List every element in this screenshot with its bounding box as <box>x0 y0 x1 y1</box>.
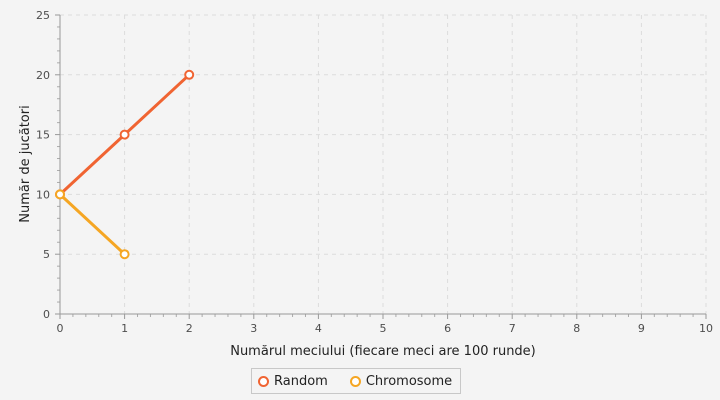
data-point-chromosome <box>55 189 65 200</box>
data-point-chromosome <box>119 249 130 260</box>
x-tick-label: 8 <box>573 322 580 335</box>
x-tick-label: 1 <box>121 322 128 335</box>
x-tick-label: 6 <box>444 322 451 335</box>
chart-legend: Random Chromosome <box>251 368 462 394</box>
legend-label-random: Random <box>274 373 328 389</box>
x-tick-label: 4 <box>315 322 322 335</box>
data-point-random <box>119 129 130 140</box>
y-tick-label: 10 <box>36 188 50 201</box>
y-tick-label: 20 <box>36 69 50 82</box>
x-axis-title: Numărul meciului (fiecare meci are 100 r… <box>230 344 536 359</box>
data-point-random <box>184 69 195 80</box>
legend-item-chromosome: Chromosome <box>349 373 453 389</box>
x-tick-label: 3 <box>250 322 257 335</box>
legend-item-random: Random <box>258 374 328 389</box>
series-line-chromosome <box>58 192 127 256</box>
x-tick-label: 0 <box>57 322 64 335</box>
series-lines <box>55 69 195 260</box>
y-tick-label: 15 <box>36 129 50 142</box>
x-tick-label: 10 <box>699 322 713 335</box>
legend-marker-chromosome <box>349 375 361 387</box>
axes: 0 1 2 3 4 5 6 7 8 9 10 0 5 10 15 20 25 <box>36 9 713 335</box>
y-tick-label: 0 <box>43 308 50 321</box>
legend-label-chromosome: Chromosome <box>365 373 453 389</box>
y-tick-label: 5 <box>43 248 50 261</box>
grid-lines <box>60 14 707 314</box>
legend-marker-random <box>258 375 269 387</box>
line-chart: 0 1 2 3 4 5 6 7 8 9 10 0 5 10 15 20 25 Numărul meciului … <box>18 9 713 359</box>
y-tick-label: 25 <box>36 9 50 22</box>
x-tick-label: 2 <box>186 322 193 335</box>
x-tick-label: 7 <box>509 322 516 335</box>
y-axis-title: Număr de jucători <box>18 105 33 222</box>
x-tick-label: 9 <box>638 322 645 335</box>
x-tick-label: 5 <box>380 322 387 335</box>
